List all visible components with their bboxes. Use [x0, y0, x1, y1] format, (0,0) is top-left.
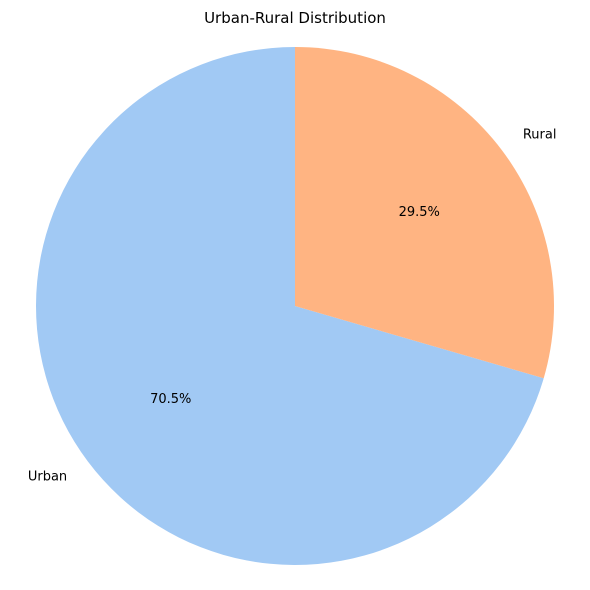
slice-label-rural: Rural [523, 127, 557, 142]
chart-title: Urban-Rural Distribution [204, 9, 386, 27]
pie-slice-rural [295, 47, 554, 379]
slice-percent-urban: 70.5% [150, 392, 191, 407]
pie-slice-urban [36, 47, 544, 566]
slice-label-urban: Urban [28, 470, 67, 485]
pie-labels: Urban 70.5% Rural 29.5% [28, 127, 557, 484]
slice-percent-rural: 29.5% [399, 205, 440, 220]
pie-slices [36, 47, 554, 566]
